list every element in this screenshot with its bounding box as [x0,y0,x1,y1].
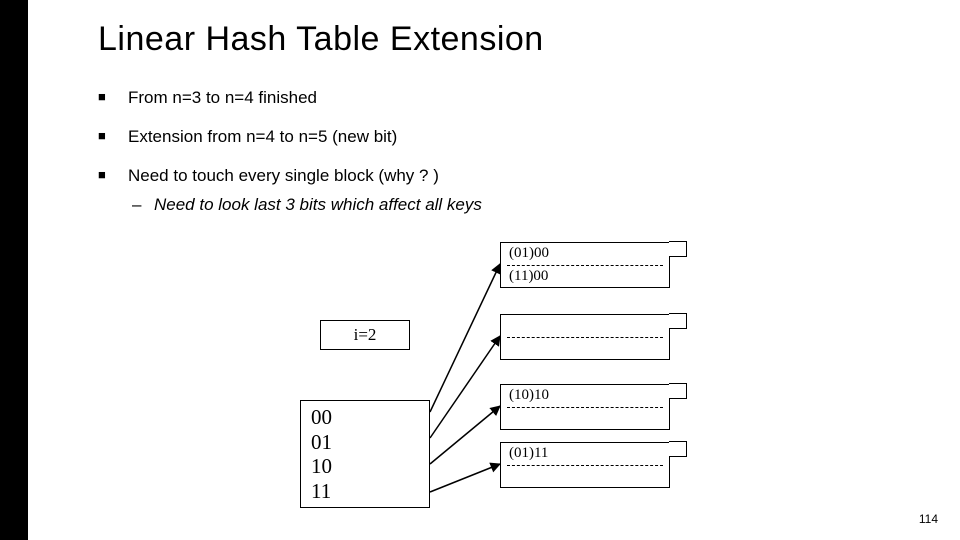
slide-content: Linear Hash Table Extension From n=3 to … [98,20,920,233]
sub-bullet-1: Need to look last 3 bits which affect al… [128,194,920,217]
pointer-arrows [300,240,900,540]
page-number: 114 [919,512,938,526]
bullet-list: From n=3 to n=4 finished Extension from … [98,87,920,217]
bullet-item-3-text: Need to touch every single block (why ? … [128,166,439,185]
bullet-item-3: Need to touch every single block (why ? … [98,165,920,217]
page-title: Linear Hash Table Extension [98,20,920,59]
hash-diagram: i=2 00 01 10 11 (01)00 (11)00 (10)10 (01… [300,240,900,520]
bullet-item-2: Extension from n=4 to n=5 (new bit) [98,126,920,149]
slide-left-bar [0,0,28,540]
bullet-item-1: From n=3 to n=4 finished [98,87,920,110]
sub-bullet-list: Need to look last 3 bits which affect al… [128,194,920,217]
